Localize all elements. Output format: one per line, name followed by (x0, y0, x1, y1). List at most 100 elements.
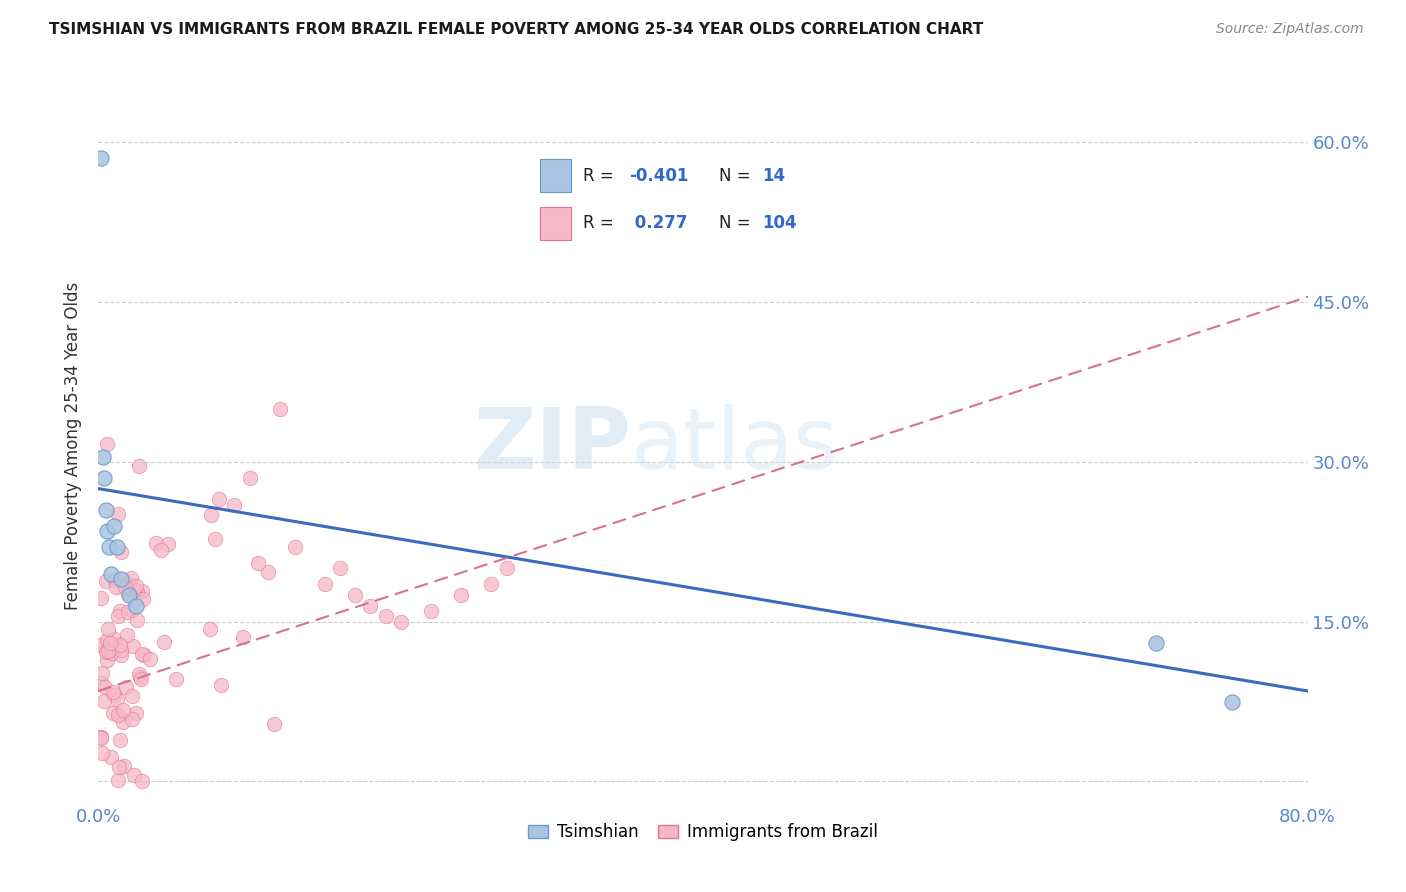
Point (132, 648, 155, 662)
Point (314, 577, 336, 591)
Point (149, 543, 172, 558)
Text: N =: N = (718, 214, 756, 232)
Point (121, 689, 143, 703)
Point (209, 678, 232, 692)
Point (122, 582, 145, 597)
Point (91, 746, 114, 760)
Point (128, 666, 150, 681)
Point (94, 574, 117, 588)
Point (111, 574, 134, 588)
Point (122, 639, 145, 653)
Text: 104: 104 (762, 214, 797, 232)
Point (108, 638, 131, 652)
Point (131, 773, 153, 788)
Point (96, 524, 118, 539)
Point (200, 508, 222, 522)
Point (389, 615, 412, 629)
Point (125, 613, 148, 627)
Point (98, 540, 121, 554)
Point (128, 458, 150, 473)
Point (107, 773, 129, 788)
Point (110, 733, 132, 747)
Text: 14: 14 (762, 167, 786, 185)
Point (139, 651, 162, 665)
Point (263, 717, 285, 731)
Point (121, 713, 143, 727)
Text: Source: ZipAtlas.com: Source: ZipAtlas.com (1216, 22, 1364, 37)
Point (1144, 636, 1167, 650)
Point (94, 645, 117, 659)
Point (90, 152, 112, 166)
Point (91, 665, 114, 680)
Point (131, 647, 153, 661)
Point (115, 680, 138, 694)
Text: R =: R = (583, 167, 619, 185)
Point (114, 580, 136, 594)
Text: N =: N = (718, 167, 756, 185)
Point (131, 583, 153, 598)
Point (93, 471, 115, 485)
Point (132, 591, 155, 606)
Point (110, 648, 132, 662)
Point (145, 536, 167, 550)
Point (198, 623, 221, 637)
Point (97, 644, 120, 658)
Point (90, 676, 112, 690)
Point (122, 768, 145, 782)
Point (129, 669, 152, 683)
Point (246, 556, 269, 570)
Point (90, 591, 112, 605)
Point (481, 577, 503, 591)
Point (96, 437, 118, 451)
Point (90, 731, 112, 746)
Point (103, 632, 125, 646)
Point (90, 638, 112, 652)
Point (101, 706, 124, 721)
Point (204, 532, 226, 546)
Point (165, 673, 187, 687)
Point (107, 507, 129, 521)
Text: TSIMSHIAN VS IMMIGRANTS FROM BRAZIL FEMALE POVERTY AMONG 25-34 YEAR OLDS CORRELA: TSIMSHIAN VS IMMIGRANTS FROM BRAZIL FEMA… (49, 22, 983, 37)
Point (117, 586, 139, 600)
Point (121, 603, 143, 617)
Point (239, 471, 262, 485)
Point (450, 588, 472, 602)
Point (105, 580, 128, 594)
Point (101, 685, 124, 699)
Point (94, 680, 117, 694)
Point (103, 688, 125, 702)
Point (269, 401, 291, 416)
Point (224, 498, 246, 512)
Point (107, 708, 129, 723)
Text: -0.401: -0.401 (630, 167, 689, 185)
Point (329, 561, 352, 575)
Point (96, 652, 118, 666)
Point (284, 540, 307, 554)
Point (1220, 695, 1243, 709)
Point (91, 450, 114, 464)
Point (156, 537, 179, 551)
Point (125, 578, 148, 592)
Point (105, 540, 128, 554)
Text: R =: R = (583, 214, 619, 232)
Point (89, 730, 111, 744)
Point (495, 561, 517, 575)
Point (96, 632, 118, 647)
Point (111, 703, 134, 717)
Point (93, 694, 115, 708)
Point (360, 599, 382, 613)
Point (112, 715, 135, 730)
Point (120, 570, 142, 584)
Point (107, 759, 129, 773)
Y-axis label: Female Poverty Among 25-34 Year Olds: Female Poverty Among 25-34 Year Olds (65, 282, 83, 610)
Point (100, 750, 122, 764)
Point (107, 692, 129, 706)
Point (131, 672, 153, 686)
FancyBboxPatch shape (540, 207, 571, 239)
Point (420, 604, 443, 618)
Point (232, 630, 254, 644)
Text: 0.277: 0.277 (630, 214, 688, 232)
Point (112, 759, 135, 773)
Point (117, 605, 139, 619)
Point (125, 599, 148, 613)
